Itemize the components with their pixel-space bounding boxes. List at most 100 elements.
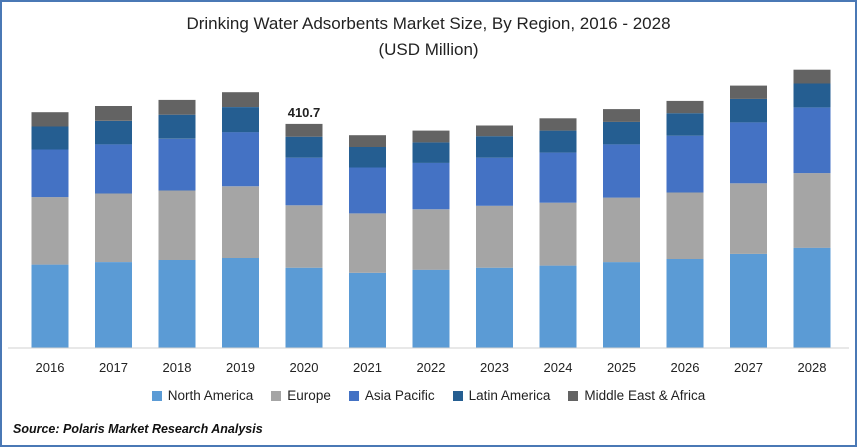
x-tick-label: 2021: [353, 360, 382, 375]
bar-2016-latin-america: [31, 126, 69, 150]
bar-2028-latin-america: [793, 83, 831, 108]
bar-2020-asia-pacific: [285, 157, 323, 206]
bar-2026-europe: [666, 192, 704, 259]
bar-2025-europe: [603, 197, 640, 263]
x-tick-label: 2026: [671, 360, 700, 375]
x-tick-label: 2022: [417, 360, 446, 375]
x-tick-label: 2018: [163, 360, 192, 375]
bar-2027-middle-east-africa: [730, 85, 767, 99]
bar-2018-europe: [158, 190, 196, 260]
bar-2024-latin-america: [539, 130, 577, 153]
bar-2023-asia-pacific: [476, 157, 513, 206]
bar-2026-asia-pacific: [666, 135, 704, 193]
legend-item-middle-east-africa: Middle East & Africa: [568, 388, 705, 403]
bar-2020-europe: [285, 205, 323, 268]
chart-subtitle: (USD Million): [378, 40, 479, 59]
bar-2019-europe: [222, 186, 259, 258]
bar-2016-europe: [31, 197, 69, 265]
bar-2023-north-america: [476, 267, 513, 348]
x-tick-label: 2028: [798, 360, 827, 375]
bar-2025-latin-america: [603, 121, 640, 145]
bar-2017-north-america: [95, 262, 132, 348]
bar-2024-middle-east-africa: [539, 118, 577, 131]
x-tick-label: 2020: [290, 360, 319, 375]
x-tick-label: 2016: [36, 360, 65, 375]
bar-2019-latin-america: [222, 107, 259, 133]
bar-2021-middle-east-africa: [349, 135, 386, 147]
data-label-2020: 410.7: [288, 105, 321, 120]
bar-2022-europe: [412, 209, 450, 270]
legend-item-north-america: North America: [151, 388, 254, 403]
bar-2020-north-america: [285, 267, 323, 348]
bar-2018-north-america: [158, 260, 196, 348]
bar-2020-latin-america: [285, 136, 323, 158]
legend-label: Latin America: [468, 388, 551, 403]
x-tick-labels: 2016 2017 2018 2019 2020 2021 2022 2023 2024 2025…: [36, 360, 827, 375]
bar-2024-north-america: [539, 265, 577, 348]
bar-2022-middle-east-africa: [412, 130, 450, 143]
bar-2028-europe: [793, 173, 831, 248]
bar-2027-europe: [730, 183, 767, 254]
bar-2018-latin-america: [158, 114, 196, 139]
x-tick-label: 2023: [480, 360, 509, 375]
x-tick-label: 2025: [607, 360, 636, 375]
bar-2021-asia-pacific: [349, 167, 386, 214]
bar-2025-asia-pacific: [603, 144, 640, 198]
bar-2023-latin-america: [476, 136, 513, 158]
x-tick-label: 2027: [734, 360, 763, 375]
bar-2016-asia-pacific: [31, 149, 69, 198]
legend-swatch: [568, 390, 579, 401]
legend-item-latin-america: Latin America: [452, 388, 551, 403]
legend-label: North America: [167, 388, 254, 403]
legend-item-asia-pacific: Asia Pacific: [348, 388, 435, 403]
bar-2019-north-america: [222, 258, 259, 348]
chart-title: Drinking Water Adsorbents Market Size, B…: [186, 14, 671, 33]
source-note: Source: Polaris Market Research Analysis: [13, 422, 263, 436]
bar-2021-north-america: [349, 272, 386, 348]
bars-group: [31, 69, 831, 348]
bar-2019-middle-east-africa: [222, 92, 259, 107]
bar-2022-latin-america: [412, 142, 450, 163]
bar-2018-asia-pacific: [158, 138, 196, 191]
bar-2028-north-america: [793, 247, 831, 348]
bar-2018-middle-east-africa: [158, 99, 196, 115]
bar-2028-asia-pacific: [793, 107, 831, 174]
legend: North America Europe Asia Pacific Latin Ame…: [2, 388, 855, 403]
bar-2023-europe: [476, 205, 513, 268]
bar-2026-north-america: [666, 259, 704, 348]
bar-2017-latin-america: [95, 120, 132, 145]
bar-2027-latin-america: [730, 98, 767, 123]
legend-label: Europe: [287, 388, 331, 403]
annotations-group: 410.7: [288, 105, 321, 120]
bar-2017-europe: [95, 193, 132, 262]
bar-2020-middle-east-africa: [285, 123, 323, 137]
bar-2027-asia-pacific: [730, 122, 767, 184]
bar-2023-middle-east-africa: [476, 125, 513, 137]
legend-swatch: [452, 390, 463, 401]
legend-swatch: [271, 390, 282, 401]
bar-2026-latin-america: [666, 113, 704, 136]
legend-swatch: [151, 390, 162, 401]
bar-2025-north-america: [603, 262, 640, 348]
bar-2027-north-america: [730, 253, 767, 348]
bar-2022-north-america: [412, 269, 450, 348]
bar-2021-europe: [349, 213, 386, 273]
bar-2025-middle-east-africa: [603, 109, 640, 122]
x-tick-label: 2017: [99, 360, 128, 375]
bar-2021-latin-america: [349, 147, 386, 168]
legend-item-europe: Europe: [271, 388, 331, 403]
bar-2017-middle-east-africa: [95, 106, 132, 121]
bar-2017-asia-pacific: [95, 144, 132, 194]
bar-2026-middle-east-africa: [666, 100, 704, 114]
bar-2016-north-america: [31, 264, 69, 348]
bar-2022-asia-pacific: [412, 162, 450, 210]
bar-2024-europe: [539, 202, 577, 266]
bar-2028-middle-east-africa: [793, 69, 831, 84]
bar-2016-middle-east-africa: [31, 112, 69, 127]
bar-2019-asia-pacific: [222, 132, 259, 187]
legend-label: Middle East & Africa: [584, 388, 706, 403]
x-tick-label: 2024: [544, 360, 573, 375]
bar-2024-asia-pacific: [539, 152, 577, 203]
